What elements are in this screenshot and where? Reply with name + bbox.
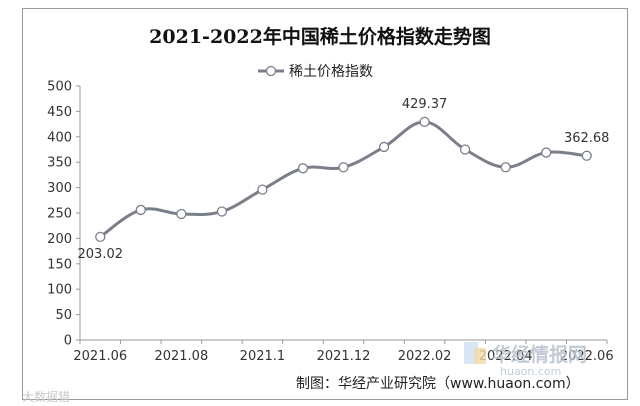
data-point (338, 162, 349, 173)
data-label: 203.02 (78, 247, 124, 262)
legend: 稀土价格指数 (258, 64, 373, 80)
x-tick-label: 2021.06 (73, 349, 127, 364)
data-point (135, 204, 146, 216)
x-tick-label: 2021.08 (154, 349, 208, 364)
data-point (297, 163, 309, 174)
x-tick-label: 2021.12 (317, 349, 371, 364)
y-tick-label: 50 (55, 308, 72, 323)
x-tick-label: 2022.04 (479, 349, 533, 364)
y-tick-label: 100 (47, 283, 72, 298)
x-tick-label: 2022.02 (398, 349, 452, 364)
data-point (541, 147, 552, 158)
data-point (581, 150, 592, 161)
series-line-group (95, 116, 592, 243)
x-tick-label: 2022.06 (560, 349, 614, 364)
data-point (257, 184, 268, 195)
watermark-logo-accent-icon (474, 348, 486, 364)
y-tick-label: 150 (47, 257, 72, 272)
chart-credit: 制图：华经产业研究院（www.huaon.com） (296, 376, 580, 392)
y-tick-label: 400 (47, 130, 72, 145)
legend-marker-icon (265, 65, 277, 77)
watermark: 华经情报网 huaon.com (464, 342, 587, 378)
y-tick-label: 350 (47, 156, 72, 171)
axes: 0 50 100 150 200 250 300 350 400 450 500 2021.06 202… (47, 80, 613, 365)
data-point (459, 144, 471, 155)
y-tick-label: 450 (47, 105, 72, 120)
chart-title: 2021-2022年中国稀土价格指数走势图 (149, 25, 491, 48)
legend-label: 稀土价格指数 (289, 64, 373, 80)
watermark-text: 华经情报网 (492, 343, 587, 366)
data-point (176, 208, 187, 220)
data-point (500, 162, 511, 173)
series-line (99, 120, 587, 239)
y-tick-label: 300 (47, 181, 72, 196)
data-point (378, 141, 390, 153)
chart-frame (22, 8, 628, 400)
data-labels: 203.02 429.37 362.68 (78, 97, 610, 262)
data-label: 362.68 (564, 131, 610, 146)
data-point (419, 116, 430, 128)
watermark-sub: huaon.com (500, 365, 561, 378)
y-tick-label: 0 (64, 334, 72, 349)
data-point (216, 206, 228, 217)
x-tick-label: 2021.1 (240, 349, 286, 364)
data-label: 429.37 (402, 97, 448, 112)
y-tick-label: 250 (47, 207, 72, 222)
data-point (95, 231, 106, 243)
y-tick-label: 200 (47, 232, 72, 247)
corner-watermark: 大数据猎 (22, 389, 70, 404)
y-tick-label: 500 (47, 80, 72, 95)
